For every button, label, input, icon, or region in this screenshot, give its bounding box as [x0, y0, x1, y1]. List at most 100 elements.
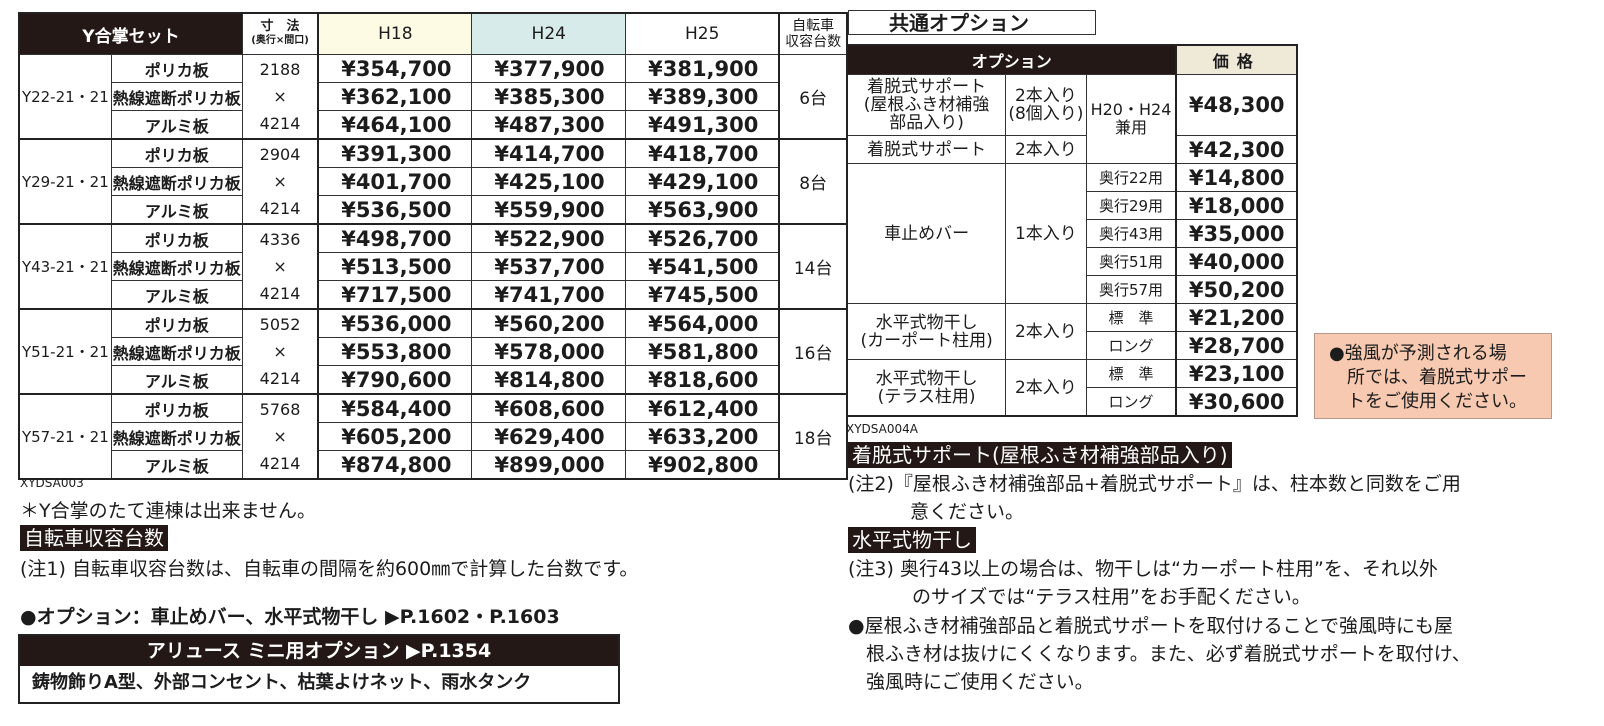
table-row: 車止めバー 1本入り 奥行22用 ¥14,800	[846, 163, 1298, 304]
price-h24: ¥385,300	[471, 82, 627, 111]
price-h18: ¥584,400	[317, 393, 473, 423]
table-row: 熱線遮断ポリカ板 ¥605,200 ¥629,400 ¥633,200	[19, 422, 847, 451]
dim-width: 4214	[259, 454, 301, 473]
price-h25: ¥429,100	[625, 167, 781, 196]
warning-line: 所では、着脱式サポー	[1347, 367, 1527, 388]
option-price-table: オプション 価格 着脱式サポート (屋根ふき材補強 部品入り) 2本入り (8個…	[846, 44, 1298, 417]
table-row: Y29-21・21 ポリカ板 2904 × 4214 ¥391,300 ¥414,700 ¥4…	[18, 138, 848, 225]
dim-width: 4214	[259, 284, 301, 303]
bullet-line3: 強風時にご使用ください。	[866, 671, 1094, 693]
option-name-line: 水平式物干し	[875, 368, 978, 389]
header-dim-sub: (奥行×間口)	[251, 35, 309, 46]
strong-wind-warning: ●強風が予測される場 所では、着脱式サポー トをご使用ください。	[1314, 333, 1552, 419]
option-price: ¥50,200	[1175, 275, 1298, 304]
option-price: ¥35,000	[1175, 219, 1298, 248]
note-1: (注1) 自転車収容台数は、自転車の間隔を約600㎜で計算した台数です。	[20, 558, 639, 580]
material-cell: 熱線遮断ポリカ板	[110, 252, 243, 281]
price-h25: ¥491,300	[625, 110, 781, 140]
material-cell: アルミ板	[110, 450, 243, 480]
dim-depth: 4336	[259, 230, 301, 249]
option-compat: H20・H24 兼用	[1085, 74, 1177, 164]
option-name-line: (屋根ふき材補強	[863, 95, 990, 115]
option-variant: 標 準	[1085, 359, 1177, 388]
option-price: ¥21,200	[1175, 303, 1298, 332]
option-variant: 奥行57用	[1085, 275, 1177, 304]
note-2-line1: (注2)『屋根ふき材補強部品+着脱式サポート』は、柱本数と同数をご用	[848, 473, 1461, 495]
material-cell: 熱線遮断ポリカ板	[110, 422, 243, 451]
price-h25: ¥381,900	[625, 54, 781, 83]
bike-count: 16台	[778, 308, 848, 395]
table-row: Y22-21・21 ポリカ板 2188 × 4214 ¥354,700 ¥377,900 ¥3…	[18, 54, 848, 140]
header-h25: H25	[625, 12, 781, 55]
option-price: ¥23,100	[1175, 359, 1298, 388]
option-name-line: 部品入り)	[889, 113, 964, 133]
table-code: XYDSA003	[20, 476, 84, 490]
option-variant: 奥行51用	[1085, 247, 1177, 276]
bike-count: 18台	[778, 393, 848, 480]
dim-x: ×	[273, 257, 287, 276]
price-h18: ¥790,600	[317, 365, 473, 395]
option-qty: 2本入り	[1005, 359, 1087, 417]
table-row: アルミ板 ¥874,800 ¥899,000 ¥902,800	[19, 450, 847, 480]
model-cell: Y43-21・21	[18, 223, 112, 310]
note-3-line1: (注3) 奥行43以上の場合は、物干しは“カーポート柱用”を、それ以外	[848, 558, 1438, 580]
material-cell: 熱線遮断ポリカ板	[110, 337, 243, 366]
material-cell: アルミ板	[110, 365, 243, 395]
price-h24: ¥578,000	[471, 337, 627, 366]
section-label-support: 着脱式サポート(屋根ふき材補強部品入り)	[848, 442, 1232, 468]
warning-line: トをご使用ください。	[1347, 391, 1527, 412]
option-dryer: 水平式物干し (カーポート柱用)	[846, 303, 1007, 360]
qty-line: 2本入り	[1014, 86, 1077, 106]
price-h24: ¥608,600	[471, 393, 627, 423]
material-cell: ポリカ板	[110, 393, 243, 423]
dim-width: 4214	[259, 199, 301, 218]
option-qty: 2本入り	[1005, 303, 1087, 360]
header-model: Y合掌セット	[18, 12, 243, 55]
price-h25: ¥633,200	[625, 422, 781, 451]
price-h18: ¥717,500	[317, 280, 473, 310]
table-row: 熱線遮断ポリカ板 ¥362,100 ¥385,300 ¥389,300	[19, 82, 847, 111]
section-label-dryer: 水平式物干し	[848, 527, 976, 553]
option-variant: 奥行43用	[1085, 219, 1177, 248]
option-price: ¥30,600	[1175, 387, 1298, 417]
bullet-line2: 根ふき材は抜けにくくなります。また、必ず着脱式サポートを取付け、	[866, 643, 1471, 665]
option-variant: 奥行22用	[1085, 163, 1177, 192]
option-price: ¥48,300	[1175, 74, 1298, 136]
mini-option-list: 鋳物飾りA型、外部コンセント、枯葉よけネット、雨水タンク	[32, 672, 532, 693]
option-name-line: 着脱式サポート	[867, 77, 987, 97]
material-cell: アルミ板	[110, 195, 243, 225]
price-h18: ¥362,100	[317, 82, 473, 111]
table-row: Y57-21・21 ポリカ板 5768 × 4214 ¥584,400 ¥608,600 ¥6…	[18, 393, 848, 480]
dimension-cell: 5768 × 4214	[241, 393, 319, 480]
table-row: 熱線遮断ポリカ板 ¥553,800 ¥578,000 ¥581,800	[19, 337, 847, 366]
price-table: Y合掌セット 寸 法 (奥行×間口) H18 H24 H25 自転車 収容台数 …	[18, 12, 848, 480]
model-cell: Y29-21・21	[18, 138, 112, 225]
option-variant: 標 準	[1085, 303, 1177, 332]
header-bike-1: 自転車	[792, 18, 835, 34]
option-dryer: 水平式物干し (テラス柱用)	[846, 359, 1007, 417]
price-h18: ¥354,700	[317, 54, 473, 83]
price-h24: ¥899,000	[471, 450, 627, 480]
price-h24: ¥741,700	[471, 280, 627, 310]
price-h18: ¥464,100	[317, 110, 473, 140]
price-h18: ¥401,700	[317, 167, 473, 196]
table-row: ロング ¥30,600	[847, 387, 1298, 417]
compat-line: H20・H24	[1090, 100, 1172, 119]
header-h24: H24	[471, 12, 627, 55]
price-h24: ¥377,900	[471, 54, 627, 83]
table-row: 熱線遮断ポリカ板 ¥401,700 ¥425,100 ¥429,100	[19, 167, 847, 196]
model-cell: Y51-21・21	[18, 308, 112, 395]
compat-line: 兼用	[1114, 118, 1147, 137]
option-stopper: 車止めバー	[846, 163, 1007, 304]
option-price: ¥28,700	[1175, 331, 1298, 360]
price-h24: ¥414,700	[471, 138, 627, 168]
dim-x: ×	[273, 87, 287, 106]
dim-depth: 5768	[259, 400, 301, 419]
price-h24: ¥814,800	[471, 365, 627, 395]
dim-depth: 2188	[259, 60, 301, 79]
material-cell: ポリカ板	[110, 138, 243, 168]
header-price: 価格	[1175, 44, 1298, 75]
table-row: 奥行43用 ¥35,000	[847, 219, 1298, 248]
option-name-line: (テラス柱用)	[877, 386, 976, 407]
option-variant: ロング	[1085, 387, 1177, 417]
